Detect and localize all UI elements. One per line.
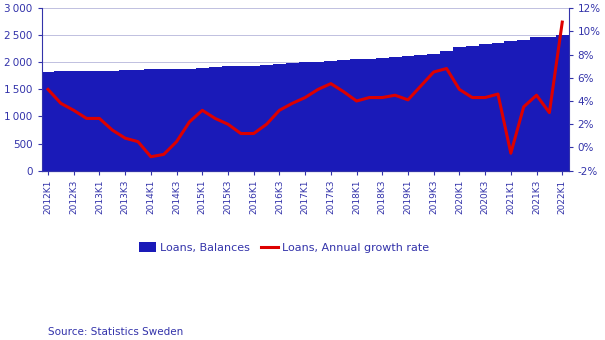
Bar xyxy=(556,35,569,171)
Bar xyxy=(427,54,440,171)
Bar xyxy=(505,41,517,171)
Loans, Annual growth rate xyxy=(379,96,386,100)
Loans, Annual growth rate xyxy=(237,132,244,136)
Loans, Annual growth rate xyxy=(469,96,476,100)
Loans, Annual growth rate xyxy=(404,98,411,102)
Bar xyxy=(196,68,209,171)
Bar xyxy=(54,71,67,171)
Loans, Annual growth rate xyxy=(482,96,489,100)
Bar xyxy=(530,37,543,171)
Loans, Annual growth rate xyxy=(173,140,180,144)
Bar xyxy=(106,71,119,171)
Bar xyxy=(42,72,54,171)
Loans, Annual growth rate xyxy=(250,132,257,136)
Line: Loans, Annual growth rate: Loans, Annual growth rate xyxy=(48,22,562,157)
Bar xyxy=(453,47,466,171)
Loans, Annual growth rate xyxy=(366,96,373,100)
Loans, Annual growth rate xyxy=(546,110,553,115)
Bar xyxy=(80,71,93,171)
Bar xyxy=(491,44,505,171)
Loans, Annual growth rate xyxy=(391,93,399,97)
Bar xyxy=(209,67,221,171)
Loans, Annual growth rate xyxy=(340,90,347,94)
Loans, Annual growth rate xyxy=(494,92,502,96)
Bar xyxy=(170,69,183,171)
Loans, Annual growth rate xyxy=(109,128,116,132)
Loans, Annual growth rate xyxy=(57,101,65,105)
Loans, Annual growth rate xyxy=(198,108,206,112)
Bar xyxy=(119,70,131,171)
Bar xyxy=(543,37,556,171)
Loans, Annual growth rate xyxy=(456,87,463,91)
Loans, Annual growth rate xyxy=(430,70,437,74)
Loans, Annual growth rate xyxy=(224,122,232,126)
Loans, Annual growth rate xyxy=(301,96,309,100)
Bar xyxy=(479,45,491,171)
Bar xyxy=(157,69,170,171)
Bar xyxy=(466,46,479,171)
Loans, Annual growth rate xyxy=(44,87,51,91)
Loans, Annual growth rate xyxy=(276,108,283,112)
Loans, Annual growth rate xyxy=(122,136,129,140)
Loans, Annual growth rate xyxy=(507,151,514,155)
Bar xyxy=(260,65,273,171)
Bar xyxy=(67,71,80,171)
Loans, Annual growth rate xyxy=(96,116,103,120)
Loans, Annual growth rate xyxy=(134,140,142,144)
Loans, Annual growth rate xyxy=(70,108,77,112)
Bar xyxy=(337,60,350,171)
Bar xyxy=(388,57,402,171)
Bar xyxy=(440,51,453,171)
Bar xyxy=(414,55,427,171)
Bar xyxy=(402,56,414,171)
Loans, Annual growth rate xyxy=(212,116,219,120)
Bar xyxy=(376,58,388,171)
Bar xyxy=(299,62,312,171)
Loans, Annual growth rate xyxy=(160,152,168,156)
Loans, Annual growth rate xyxy=(147,155,154,159)
Loans, Annual growth rate xyxy=(83,116,90,120)
Loans, Annual growth rate xyxy=(443,67,450,71)
Bar xyxy=(145,69,157,171)
Loans, Annual growth rate xyxy=(533,93,540,97)
Bar xyxy=(131,70,145,171)
Loans, Annual growth rate xyxy=(417,84,425,88)
Bar xyxy=(93,71,106,171)
Bar xyxy=(221,66,234,171)
Loans, Annual growth rate xyxy=(186,120,193,124)
Bar xyxy=(363,59,376,171)
Text: Source: Statistics Sweden: Source: Statistics Sweden xyxy=(48,327,184,337)
Bar xyxy=(324,61,337,171)
Loans, Annual growth rate xyxy=(327,82,335,86)
Loans, Annual growth rate xyxy=(520,105,528,109)
Bar xyxy=(273,65,286,171)
Loans, Annual growth rate xyxy=(315,87,322,91)
Bar xyxy=(286,64,299,171)
Bar xyxy=(234,66,247,171)
Loans, Annual growth rate xyxy=(558,20,566,24)
Bar xyxy=(312,62,324,171)
Bar xyxy=(517,39,530,171)
Loans, Annual growth rate xyxy=(289,101,296,105)
Loans, Annual growth rate xyxy=(263,122,270,126)
Bar xyxy=(350,59,363,171)
Bar xyxy=(183,69,196,171)
Bar xyxy=(247,66,260,171)
Legend: Loans, Balances, Loans, Annual growth rate: Loans, Balances, Loans, Annual growth ra… xyxy=(134,238,434,257)
Loans, Annual growth rate xyxy=(353,99,360,103)
